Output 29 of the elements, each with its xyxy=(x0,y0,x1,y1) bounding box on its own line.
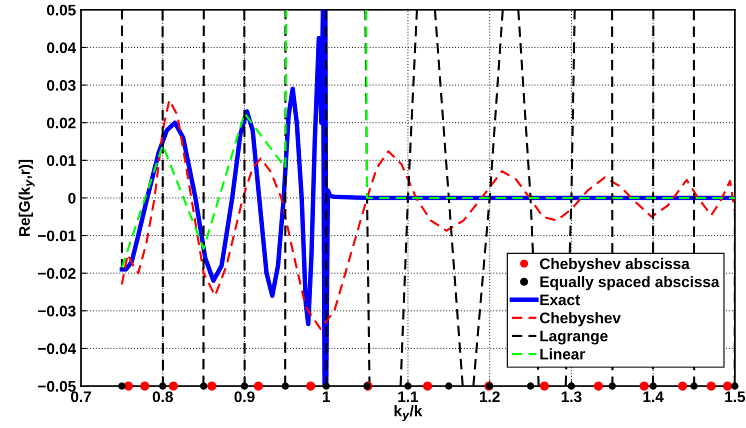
x-tick-label: 0.9 xyxy=(234,391,255,402)
x-tick-label: 1.4 xyxy=(643,391,664,402)
x-tick-label: 1.1 xyxy=(398,391,418,402)
y-tick-label: 0.02 xyxy=(47,118,76,128)
legend-label: Equally spaced abscissa xyxy=(540,276,720,290)
line-series xyxy=(120,99,735,330)
legend-label: Chebyshev xyxy=(540,312,621,326)
x-tick-label: 0.7 xyxy=(71,391,91,402)
y-tick-label: 0.04 xyxy=(47,42,76,54)
y-axis-title: Re[G(k$_{y}$,r)] xyxy=(18,160,35,236)
y-tick-label: 0.05 xyxy=(47,4,76,16)
x-axis-title: k$_{y}$/k xyxy=(394,405,422,422)
y-tick-label: −0.05 xyxy=(38,380,76,392)
x-tick-label: 1.2 xyxy=(480,391,500,402)
legend-label: Chebyshev abscissa xyxy=(540,258,690,272)
legend-label: Linear xyxy=(540,348,585,360)
y-tick-label: −0.01 xyxy=(38,230,76,242)
y-tick-label: 0.03 xyxy=(47,80,76,91)
y-tick-label: 0.01 xyxy=(47,155,76,166)
y-tick-label: −0.03 xyxy=(38,306,76,317)
y-tick-label: 0 xyxy=(68,192,76,204)
x-tick-label: 1.5 xyxy=(725,391,746,402)
x-tick-label: 1 xyxy=(322,391,330,402)
legend-label: Exact xyxy=(540,294,580,306)
y-tick-label: −0.04 xyxy=(38,343,76,354)
x-tick-label: 1.3 xyxy=(562,391,582,402)
x-tick-label: 0.8 xyxy=(152,391,173,402)
legend-label: Lagrange xyxy=(540,330,608,344)
y-tick-label: −0.02 xyxy=(38,268,76,279)
